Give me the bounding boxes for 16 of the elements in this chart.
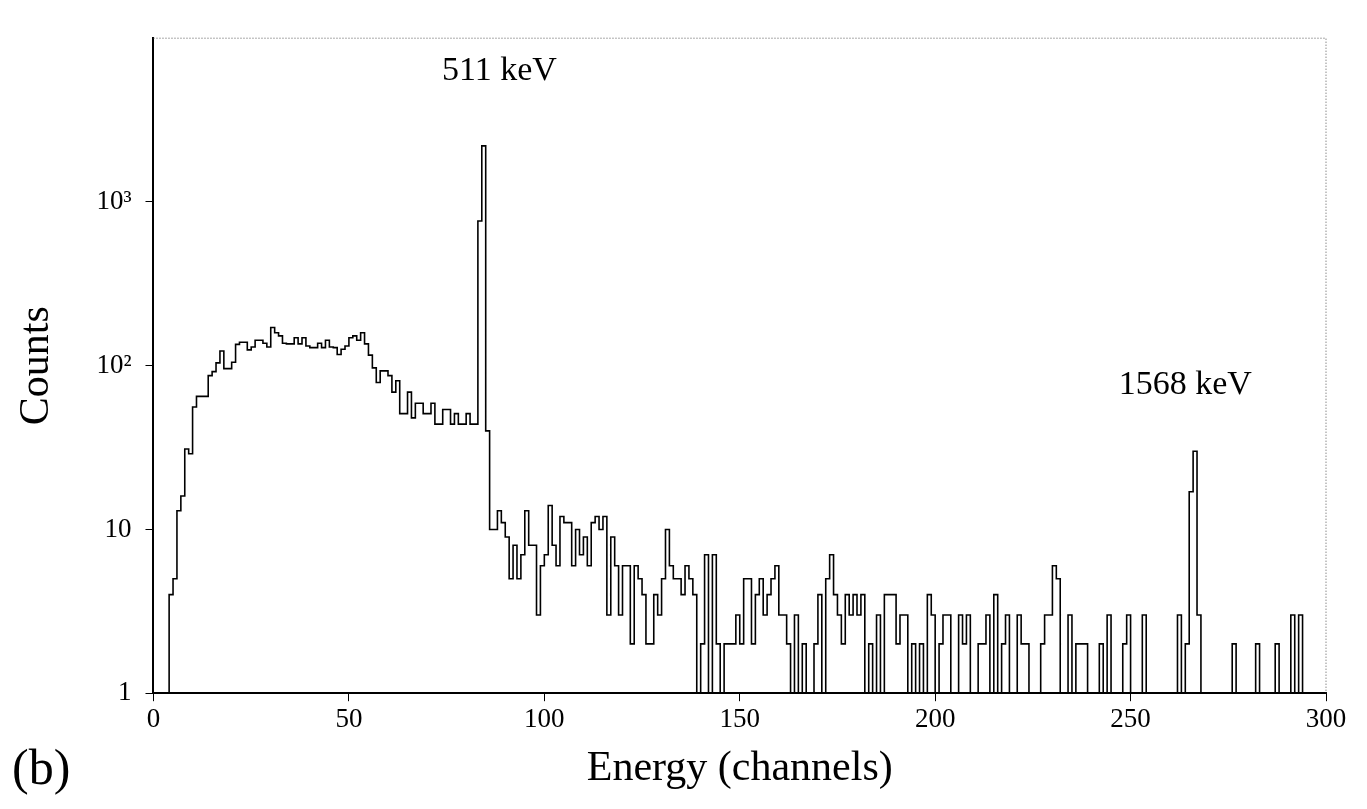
x-tick-label: 300 (1305, 703, 1347, 734)
x-tick-label: 150 (719, 703, 760, 734)
x-tick-label: 250 (1110, 703, 1151, 734)
x-tick-label: 100 (524, 703, 565, 734)
y-tick-label: 10² (96, 348, 132, 379)
annotation: 511 keV (441, 49, 558, 87)
x-axis-title: Energy (channels) (586, 742, 893, 790)
x-tick-label: 200 (914, 703, 956, 734)
y-axis-title: Counts (11, 306, 58, 426)
y-tick-label: 1 (117, 676, 132, 707)
text: (b) (12, 739, 71, 796)
y-tick-label: 10 (104, 512, 132, 543)
x-tick-label: 0 (146, 703, 161, 734)
annotation: 1568 keV (1118, 364, 1253, 402)
y-tick-label: 10³ (96, 185, 132, 216)
x-tick-label: 50 (335, 703, 363, 734)
